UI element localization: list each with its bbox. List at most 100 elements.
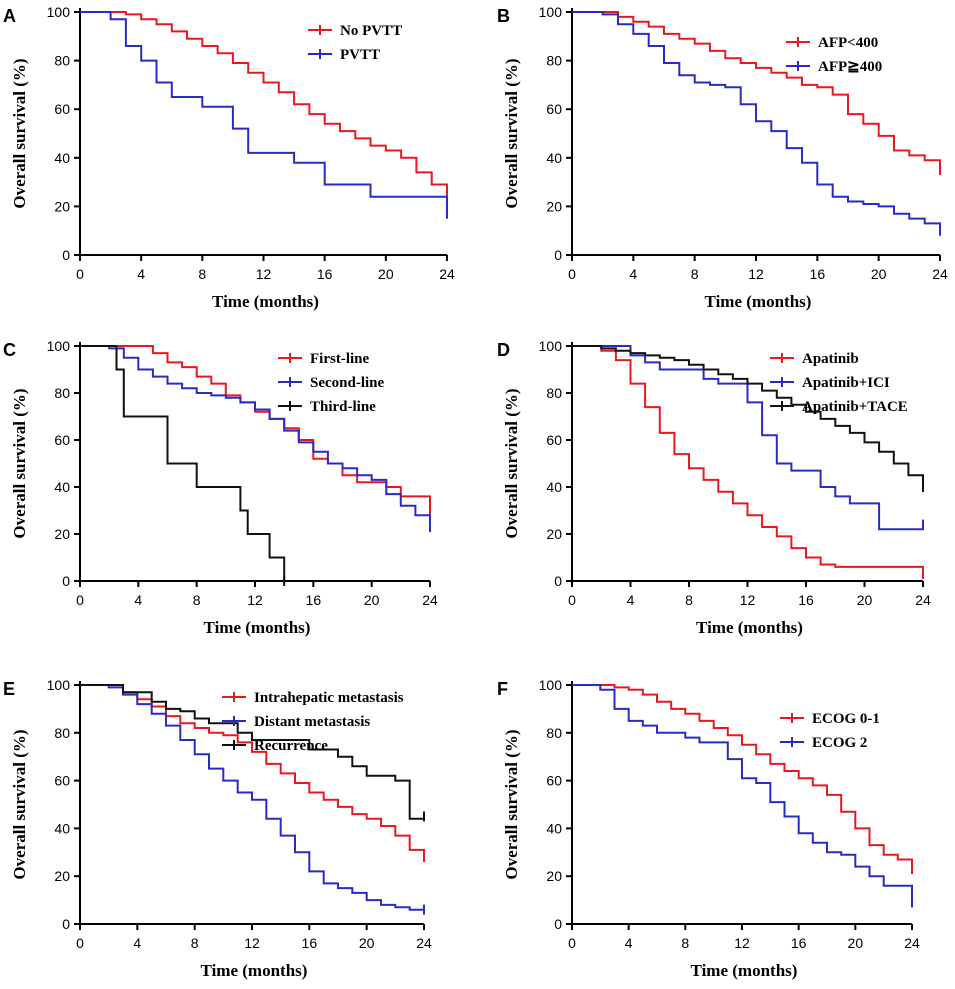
- x-tick-label: 0: [76, 592, 84, 608]
- y-tick-label: 20: [546, 868, 562, 884]
- y-tick-label: 80: [54, 385, 70, 401]
- y-axis-title: Overall survival (%): [10, 729, 29, 879]
- y-tick-label: 0: [62, 916, 70, 932]
- x-tick-label: 20: [378, 266, 394, 282]
- y-tick-label: 60: [54, 101, 70, 117]
- x-tick-label: 4: [625, 935, 633, 951]
- x-axis-title: Time (months): [212, 292, 319, 311]
- x-tick-label: 0: [568, 592, 576, 608]
- survival-curve-third-line: [80, 345, 286, 581]
- y-tick-label: 80: [54, 53, 70, 69]
- x-tick-label: 8: [191, 935, 199, 951]
- x-tick-label: 12: [734, 935, 750, 951]
- survival-curve-ecog-2: [572, 684, 913, 903]
- y-tick-label: 100: [539, 677, 563, 693]
- x-tick-label: 16: [791, 935, 807, 951]
- x-tick-label: 24: [422, 592, 438, 608]
- x-tick-label: 4: [627, 592, 635, 608]
- survival-curve-distant-metastasis: [80, 684, 424, 911]
- x-tick-label: 4: [134, 592, 142, 608]
- survival-curve-afp-400: [572, 11, 941, 170]
- y-tick-label: 0: [62, 573, 70, 589]
- legend-label: Apatinib+TACE: [802, 399, 908, 415]
- x-tick-label: 8: [193, 592, 201, 608]
- y-tick-label: 60: [54, 773, 70, 789]
- y-tick-label: 20: [546, 526, 562, 542]
- y-tick-label: 60: [546, 101, 562, 117]
- x-tick-label: 0: [76, 266, 84, 282]
- legend-label: Intrahepatic metastasis: [254, 690, 404, 706]
- x-tick-label: 24: [915, 592, 931, 608]
- survival-curve-first-line: [80, 345, 431, 511]
- y-tick-label: 20: [54, 526, 70, 542]
- y-tick-label: 0: [62, 247, 70, 263]
- panel-letter: B: [497, 6, 510, 26]
- survival-curve-afp-400: [572, 11, 941, 231]
- survival-curve-apatinib-tace: [572, 345, 924, 487]
- survival-curve-ecog-0-1: [572, 684, 913, 869]
- y-tick-label: 100: [47, 677, 71, 693]
- x-tick-label: 20: [871, 266, 887, 282]
- legend-label: Apatinib+ICI: [802, 375, 890, 391]
- y-tick-label: 100: [47, 4, 71, 20]
- x-tick-label: 8: [681, 935, 689, 951]
- y-tick-label: 40: [546, 820, 562, 836]
- x-tick-label: 24: [439, 266, 455, 282]
- legend-label: AFP<400: [818, 35, 878, 51]
- legend-label: Second-line: [310, 375, 385, 391]
- x-tick-label: 12: [247, 592, 263, 608]
- legend-label: Third-line: [310, 399, 376, 415]
- legend-label: ECOG 2: [812, 735, 867, 751]
- y-tick-label: 0: [554, 247, 562, 263]
- x-axis-title: Time (months): [691, 961, 798, 980]
- y-tick-label: 60: [546, 432, 562, 448]
- x-tick-label: 20: [857, 592, 873, 608]
- panel-letter: D: [497, 340, 510, 360]
- x-tick-label: 0: [76, 935, 84, 951]
- x-tick-label: 16: [810, 266, 826, 282]
- survival-curve-second-line: [80, 345, 431, 527]
- panel-e: E 0 4 8 12 16 20 24 0 20 40 60 80 100 Time (months) Ove…: [3, 677, 432, 980]
- panel-letter: C: [3, 340, 16, 360]
- y-axis-title: Overall survival (%): [10, 58, 29, 208]
- y-tick-label: 80: [546, 725, 562, 741]
- y-tick-label: 20: [546, 198, 562, 214]
- y-tick-label: 20: [54, 198, 70, 214]
- x-tick-label: 16: [306, 592, 322, 608]
- x-tick-label: 24: [416, 935, 432, 951]
- x-tick-label: 16: [798, 592, 814, 608]
- y-axis-title: Overall survival (%): [502, 729, 521, 879]
- y-axis-title: Overall survival (%): [502, 388, 521, 538]
- x-tick-label: 20: [848, 935, 864, 951]
- legend-label: ECOG 0-1: [812, 711, 880, 727]
- x-tick-label: 8: [198, 266, 206, 282]
- y-axis-title: Overall survival (%): [502, 58, 521, 208]
- y-axis-title: Overall survival (%): [10, 388, 29, 538]
- survival-curve-recurrence: [80, 684, 425, 820]
- y-tick-label: 100: [539, 4, 563, 20]
- y-tick-label: 40: [546, 150, 562, 166]
- x-tick-label: 16: [302, 935, 318, 951]
- x-tick-label: 24: [932, 266, 948, 282]
- panel-letter: A: [3, 6, 16, 26]
- y-tick-label: 60: [546, 773, 562, 789]
- panel-letter: E: [3, 679, 15, 699]
- survival-curve-pvtt: [80, 11, 448, 214]
- x-tick-label: 24: [904, 935, 920, 951]
- y-tick-label: 80: [546, 385, 562, 401]
- panel-letter: F: [497, 679, 508, 699]
- panel-a: A 0 4 8 12 16 20 24 0 20 40 60 80 100 Time (months) Ove…: [3, 4, 455, 311]
- panel-b: B 0 4 8 12 16 20 24 0 20 40 60 80 100 Time (months) Ove…: [497, 4, 948, 311]
- x-tick-label: 12: [748, 266, 764, 282]
- survival-curve-apatinib: [572, 345, 924, 574]
- y-tick-label: 40: [54, 820, 70, 836]
- y-tick-label: 80: [54, 725, 70, 741]
- legend-label: Apatinib: [802, 351, 859, 367]
- y-tick-label: 20: [54, 868, 70, 884]
- survival-curve-intrahepatic-metastasis: [80, 684, 425, 858]
- panel-f: F 0 4 8 12 16 20 24 0 20 40 60 80 100 Time (months) Ove…: [497, 677, 920, 980]
- x-tick-label: 8: [691, 266, 699, 282]
- y-tick-label: 0: [554, 916, 562, 932]
- survival-curve-apatinib-ici: [572, 345, 924, 531]
